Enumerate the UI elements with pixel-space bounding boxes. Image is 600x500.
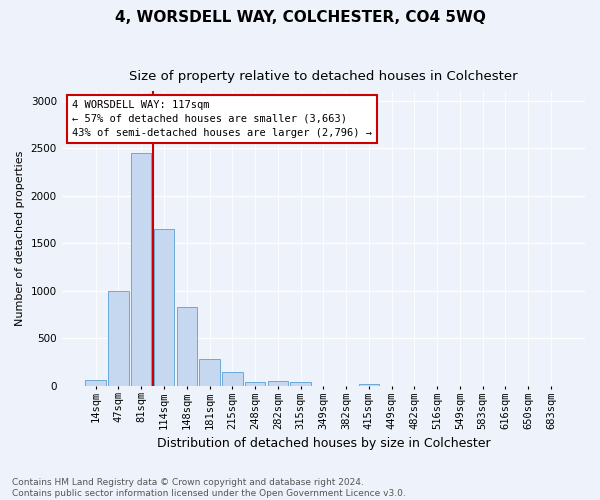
Bar — [268, 382, 288, 386]
Bar — [85, 380, 106, 386]
Bar — [290, 382, 311, 386]
Bar — [245, 382, 265, 386]
Bar — [108, 290, 129, 386]
Bar — [222, 372, 242, 386]
Bar — [131, 153, 151, 386]
Bar — [154, 229, 174, 386]
Bar — [359, 384, 379, 386]
Bar — [176, 307, 197, 386]
Text: Contains HM Land Registry data © Crown copyright and database right 2024.
Contai: Contains HM Land Registry data © Crown c… — [12, 478, 406, 498]
Title: Size of property relative to detached houses in Colchester: Size of property relative to detached ho… — [129, 70, 518, 83]
Text: 4 WORSDELL WAY: 117sqm
← 57% of detached houses are smaller (3,663)
43% of semi-: 4 WORSDELL WAY: 117sqm ← 57% of detached… — [72, 100, 372, 138]
Y-axis label: Number of detached properties: Number of detached properties — [15, 150, 25, 326]
X-axis label: Distribution of detached houses by size in Colchester: Distribution of detached houses by size … — [157, 437, 490, 450]
Bar — [199, 359, 220, 386]
Text: 4, WORSDELL WAY, COLCHESTER, CO4 5WQ: 4, WORSDELL WAY, COLCHESTER, CO4 5WQ — [115, 10, 485, 25]
